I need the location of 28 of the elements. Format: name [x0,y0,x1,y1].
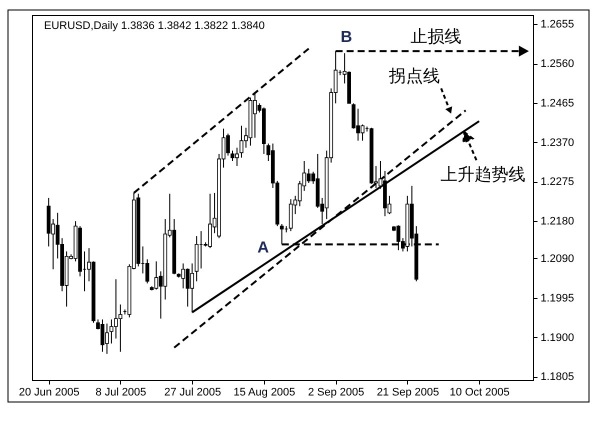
annotation: B [340,29,352,46]
y-tick-label: 1.1900 [540,332,574,344]
x-tick-label: 27 Jul 2005 [164,386,222,398]
chart-title: EURUSD,Daily 1.3836 1.3842 1.3822 1.3840 [44,20,265,32]
series-label: 止损线 [410,27,462,46]
y-tick-label: 1.2465 [540,97,574,110]
text: 拐点线 [388,66,440,86]
y-tick-label: 1.2275 [540,176,574,188]
y-tick-label: 1.2655 [540,18,574,31]
candlestick [181,262,186,289]
x-tick-label: 20 Jun 2005 [18,386,80,398]
candlestick [306,168,311,184]
candlestick [154,260,158,290]
x-tick-label: 2 Sep 2005 [308,386,364,398]
candlestick [145,258,150,284]
x-tick-label: 10 Oct 2005 [450,386,510,398]
x-tick-label: 8 Jul 2005 [96,386,146,398]
annotation: A [257,239,270,256]
y-tick-label: 1.1805 [540,371,574,384]
y-tick-label: 1.2090 [540,252,574,265]
y-tick-label: 1.2560 [540,58,574,70]
candlestick [186,268,190,308]
y-tick-label: 1.2370 [540,136,574,149]
y-tick-label: 1.1995 [540,292,574,304]
x-tick-label: 15 Aug 2005 [233,386,296,398]
legend-label: 上升趋势线 [440,165,526,184]
y-tick-label: 1.2180 [540,216,574,228]
x-tick-label: 21 Sep 2005 [376,386,440,398]
